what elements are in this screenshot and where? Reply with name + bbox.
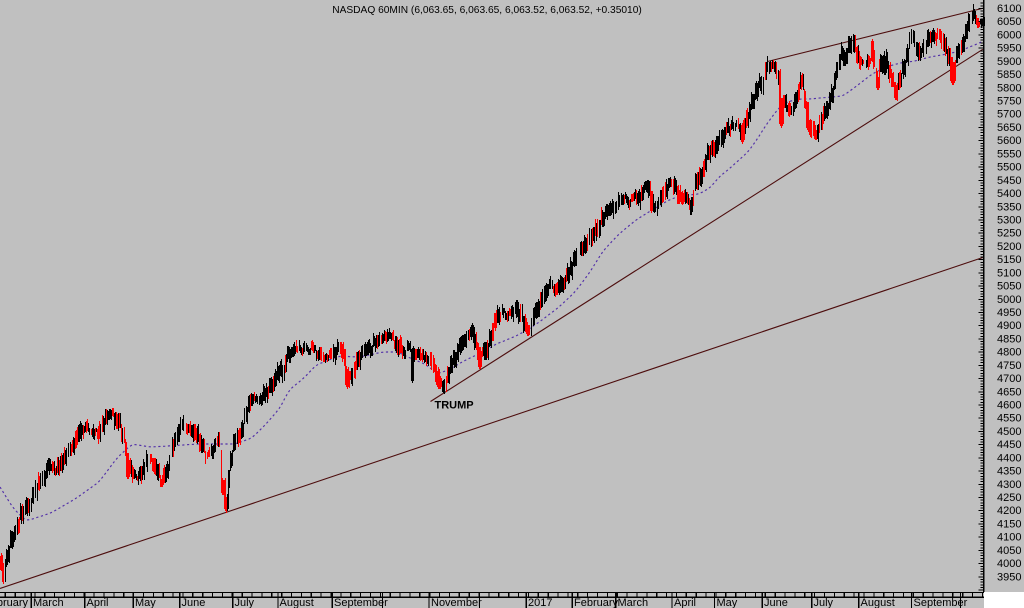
svg-text:2017: 2017 bbox=[528, 597, 552, 608]
svg-text:April: April bbox=[87, 597, 109, 608]
svg-text:5950: 5950 bbox=[997, 43, 1021, 55]
svg-text:4350: 4350 bbox=[997, 466, 1021, 478]
svg-text:4750: 4750 bbox=[997, 360, 1021, 372]
svg-text:3950: 3950 bbox=[997, 571, 1021, 583]
svg-text:5550: 5550 bbox=[997, 148, 1021, 160]
svg-text:February: February bbox=[574, 597, 619, 608]
svg-text:May: May bbox=[135, 597, 156, 608]
svg-text:5250: 5250 bbox=[997, 228, 1021, 240]
svg-text:April: April bbox=[674, 597, 696, 608]
svg-text:4050: 4050 bbox=[997, 545, 1021, 557]
svg-text:4300: 4300 bbox=[997, 479, 1021, 491]
svg-text:4800: 4800 bbox=[997, 347, 1021, 359]
svg-text:4500: 4500 bbox=[997, 426, 1021, 438]
svg-text:4150: 4150 bbox=[997, 519, 1021, 531]
svg-text:5000: 5000 bbox=[997, 294, 1021, 306]
svg-text:August: August bbox=[280, 597, 314, 608]
svg-text:NASDAQ 60MIN (6,063.65, 6,063.: NASDAQ 60MIN (6,063.65, 6,063.65, 6,063.… bbox=[332, 5, 642, 16]
svg-text:4550: 4550 bbox=[997, 413, 1021, 425]
svg-text:5600: 5600 bbox=[997, 135, 1021, 147]
svg-text:March: March bbox=[33, 597, 64, 608]
svg-text:September: September bbox=[334, 597, 388, 608]
svg-text:February: February bbox=[0, 597, 29, 608]
svg-text:5800: 5800 bbox=[997, 82, 1021, 94]
svg-text:June: June bbox=[182, 597, 206, 608]
svg-text:August: August bbox=[861, 597, 895, 608]
svg-text:4200: 4200 bbox=[997, 505, 1021, 517]
svg-text:4400: 4400 bbox=[997, 452, 1021, 464]
svg-text:September: September bbox=[914, 597, 968, 608]
svg-text:4000: 4000 bbox=[997, 558, 1021, 570]
svg-text:TRUMP: TRUMP bbox=[435, 400, 474, 412]
svg-text:5450: 5450 bbox=[997, 175, 1021, 187]
svg-text:5850: 5850 bbox=[997, 69, 1021, 81]
svg-text:5350: 5350 bbox=[997, 201, 1021, 213]
svg-text:5400: 5400 bbox=[997, 188, 1021, 200]
svg-text:5300: 5300 bbox=[997, 215, 1021, 227]
svg-text:4450: 4450 bbox=[997, 439, 1021, 451]
svg-text:4850: 4850 bbox=[997, 333, 1021, 345]
svg-text:5100: 5100 bbox=[997, 267, 1021, 279]
svg-text:May: May bbox=[717, 597, 738, 608]
svg-text:5200: 5200 bbox=[997, 241, 1021, 253]
svg-text:4900: 4900 bbox=[997, 320, 1021, 332]
svg-text:5050: 5050 bbox=[997, 281, 1021, 293]
svg-text:6050: 6050 bbox=[997, 16, 1021, 28]
svg-text:4600: 4600 bbox=[997, 400, 1021, 412]
svg-text:5650: 5650 bbox=[997, 122, 1021, 134]
svg-text:5900: 5900 bbox=[997, 56, 1021, 68]
svg-text:6000: 6000 bbox=[997, 29, 1021, 41]
svg-text:4100: 4100 bbox=[997, 532, 1021, 544]
svg-text:4250: 4250 bbox=[997, 492, 1021, 504]
svg-text:June: June bbox=[764, 597, 788, 608]
svg-text:March: March bbox=[618, 597, 649, 608]
svg-text:5150: 5150 bbox=[997, 254, 1021, 266]
svg-text:4650: 4650 bbox=[997, 386, 1021, 398]
svg-text:4950: 4950 bbox=[997, 307, 1021, 319]
svg-text:5700: 5700 bbox=[997, 109, 1021, 121]
svg-text:5750: 5750 bbox=[997, 96, 1021, 108]
svg-text:July: July bbox=[814, 597, 834, 608]
svg-text:5500: 5500 bbox=[997, 162, 1021, 174]
svg-text:6100: 6100 bbox=[997, 3, 1021, 15]
svg-text:4700: 4700 bbox=[997, 373, 1021, 385]
svg-text:November: November bbox=[431, 597, 482, 608]
svg-text:July: July bbox=[235, 597, 255, 608]
